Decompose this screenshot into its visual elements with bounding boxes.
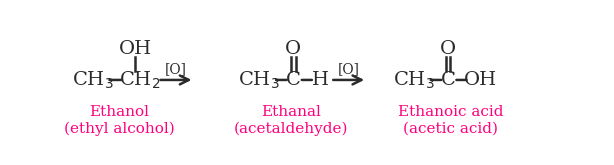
Text: OH: OH	[119, 40, 152, 58]
Text: CH$_2$: CH$_2$	[119, 69, 161, 91]
Text: (acetaldehyde): (acetaldehyde)	[234, 122, 348, 136]
Text: H: H	[312, 71, 329, 89]
Text: CH$_3$: CH$_3$	[238, 69, 280, 91]
Text: Ethanal: Ethanal	[261, 105, 321, 119]
Text: OH: OH	[464, 71, 497, 89]
Text: (acetic acid): (acetic acid)	[403, 122, 498, 136]
Text: [O]: [O]	[338, 62, 360, 76]
Text: C: C	[440, 71, 456, 89]
Text: O: O	[285, 40, 301, 58]
Text: (ethyl alcohol): (ethyl alcohol)	[64, 122, 175, 136]
Text: Ethanol: Ethanol	[90, 105, 150, 119]
Text: Ethanoic acid: Ethanoic acid	[397, 105, 503, 119]
Text: CH$_3$: CH$_3$	[72, 69, 114, 91]
Text: C: C	[286, 71, 301, 89]
Text: O: O	[440, 40, 456, 58]
Text: [O]: [O]	[165, 62, 187, 76]
Text: CH$_3$: CH$_3$	[393, 69, 435, 91]
